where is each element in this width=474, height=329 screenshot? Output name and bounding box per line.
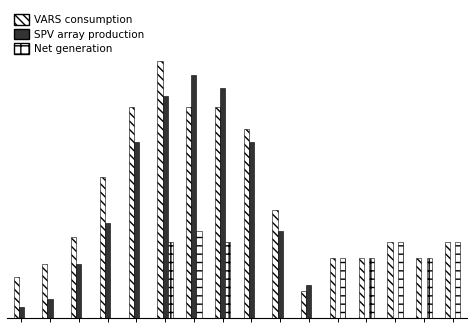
- Bar: [42, 264, 47, 318]
- Bar: [186, 107, 191, 318]
- Bar: [191, 75, 196, 318]
- Bar: [445, 242, 450, 318]
- Bar: [387, 242, 392, 318]
- Bar: [215, 107, 220, 318]
- Bar: [168, 242, 173, 318]
- Bar: [340, 258, 346, 318]
- Bar: [220, 88, 225, 318]
- Bar: [416, 258, 421, 318]
- Bar: [273, 210, 278, 318]
- Bar: [278, 231, 283, 318]
- Bar: [134, 142, 139, 318]
- Bar: [244, 129, 249, 318]
- Bar: [330, 258, 335, 318]
- Bar: [249, 142, 254, 318]
- Bar: [225, 242, 230, 318]
- Bar: [301, 291, 306, 318]
- Bar: [369, 258, 374, 318]
- Bar: [427, 258, 432, 318]
- Bar: [71, 237, 76, 318]
- Bar: [105, 223, 110, 318]
- Bar: [196, 231, 201, 318]
- Bar: [100, 177, 105, 318]
- Bar: [19, 307, 24, 318]
- Bar: [128, 107, 134, 318]
- Bar: [163, 96, 168, 318]
- Legend: VARS consumption, SPV array production, Net generation: VARS consumption, SPV array production, …: [12, 12, 146, 56]
- Bar: [455, 242, 460, 318]
- Bar: [157, 61, 163, 318]
- Bar: [47, 299, 53, 318]
- Bar: [306, 286, 311, 318]
- Bar: [359, 258, 364, 318]
- Bar: [14, 277, 19, 318]
- Bar: [398, 242, 403, 318]
- Bar: [76, 264, 82, 318]
